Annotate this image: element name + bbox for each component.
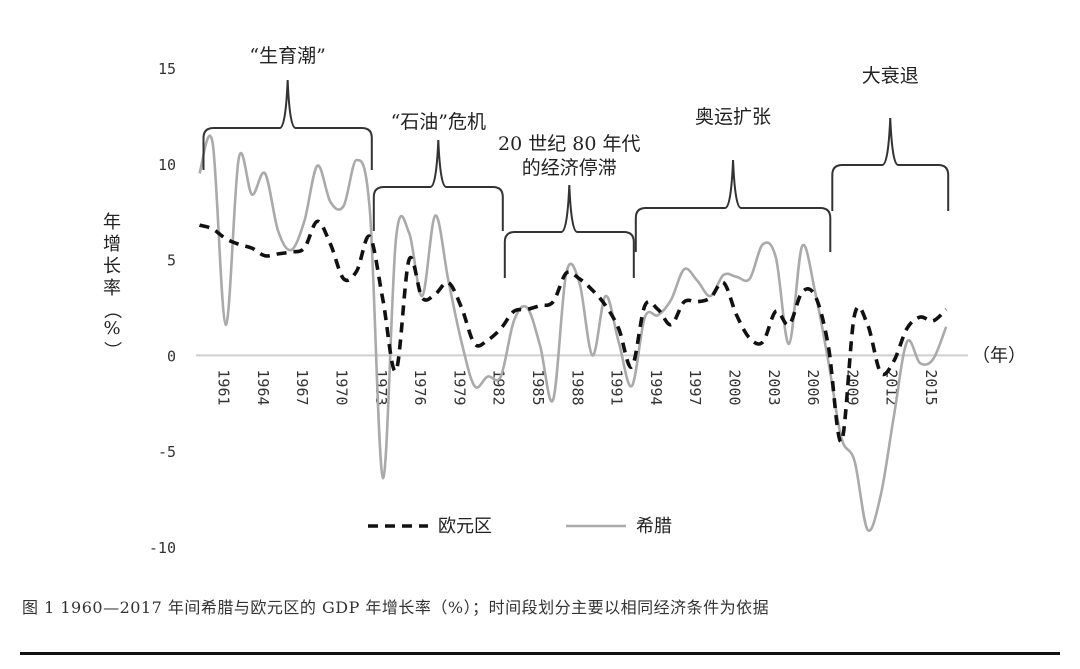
period-bracket [831,117,950,211]
x-tick-label: 1961 [215,369,233,405]
period-label: “生育潮” [249,45,325,67]
legend-label-eurozone: 欧元区 [438,516,492,537]
x-tick-label: 1967 [293,369,311,405]
period-label: 大衰退 [862,65,919,87]
period-bracket [202,79,373,170]
x-tick-label: 1997 [686,369,704,405]
x-axis-unit-label: （年） [972,345,1026,366]
y-tick-label: 0 [167,347,176,365]
series-layer [198,134,948,533]
x-tick-label: 1988 [568,369,586,405]
legend: 欧元区 希腊 [368,516,672,537]
x-tick-label: 1991 [608,369,626,405]
x-tick-label: 1964 [254,369,272,405]
y-axis-label-char: ） [101,341,122,359]
x-tick-label: 1994 [647,369,665,405]
y-axis-label-char: % [103,318,120,339]
y-axis-label: 年增长率 （% ） [101,212,122,359]
period-label: 20 世纪 80 年代 [498,133,640,155]
x-tick-label: 1976 [411,369,429,405]
series-line-eurozone [198,219,948,444]
y-tick-label: 5 [167,252,176,270]
x-tick-label: 1970 [333,369,351,405]
y-axis-label-char: 长 [103,256,121,277]
y-axis-label-char: （ [101,301,122,319]
y-axis-label-char: 年 [103,212,121,233]
x-tick-label: 2000 [726,369,744,405]
period-label: 奥运扩张 [695,106,771,128]
period-bracket [503,184,635,278]
period-label: 的经济停滞 [522,157,617,179]
x-tick-label: 1973 [372,369,390,405]
figure-caption: 图 1 1960—2017 年间希腊与欧元区的 GDP 年增长率（%）；时间段划… [22,598,770,617]
x-tick-label: 1985 [529,369,547,405]
x-tick-label: 2006 [804,369,822,405]
y-tick-label: -5 [158,443,176,461]
y-tick-label: 15 [158,60,176,78]
x-tick-label: 1979 [450,369,468,405]
series-line-greece [198,134,948,533]
x-tick-label: 1982 [490,369,508,405]
y-axis-label-char: 率 [103,278,121,299]
period-label: “石油”危机 [391,111,486,133]
period-bracket [634,159,832,252]
legend-label-greece: 希腊 [636,516,672,537]
y-axis-ticks: 15 10 5 0 -5 -10 [149,60,176,557]
x-tick-label: 2015 [922,369,940,405]
y-tick-label: 10 [158,156,176,174]
y-axis-label-char: 增 [103,234,121,255]
y-tick-label: -10 [149,539,176,557]
bottom-rule [20,652,1060,655]
x-tick-label: 2003 [765,369,783,405]
chart: 15 10 5 0 -5 -10 1961 1964 1967 1970 1973 1976 1979… [101,45,1026,557]
period-bracket [372,139,504,231]
